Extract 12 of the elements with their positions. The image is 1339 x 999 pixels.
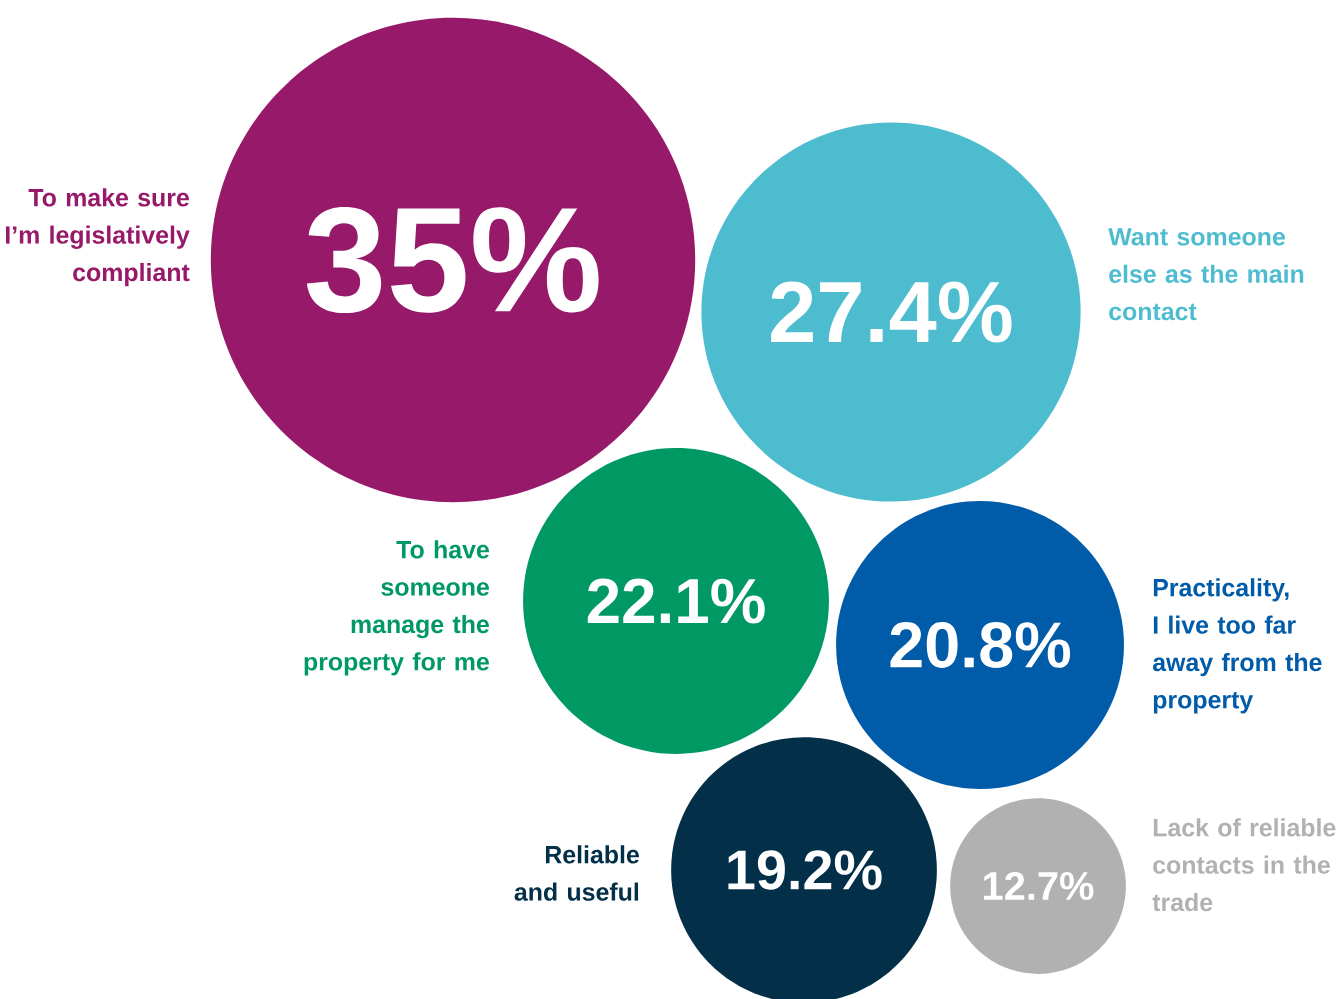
category-label: Practicality, I live too far away from the property [1152,578,1322,714]
data-label: 35% [306,206,599,314]
data-label: 20.8% [890,622,1071,668]
category-label: To make sure I’m legislatively compliant [5,188,190,287]
category-label: Want someone else as the main contact [1108,228,1304,321]
data-label: 12.7% [984,871,1094,901]
category-label: To have someone manage the property for me [304,540,489,676]
data-label: 19.2% [728,850,882,890]
category-label: Reliable and useful [514,845,639,901]
category-label: Lack of reliable contacts in the trade [1152,818,1336,912]
data-label: 22.1% [587,578,765,624]
data-label: 27.4% [771,281,1012,343]
